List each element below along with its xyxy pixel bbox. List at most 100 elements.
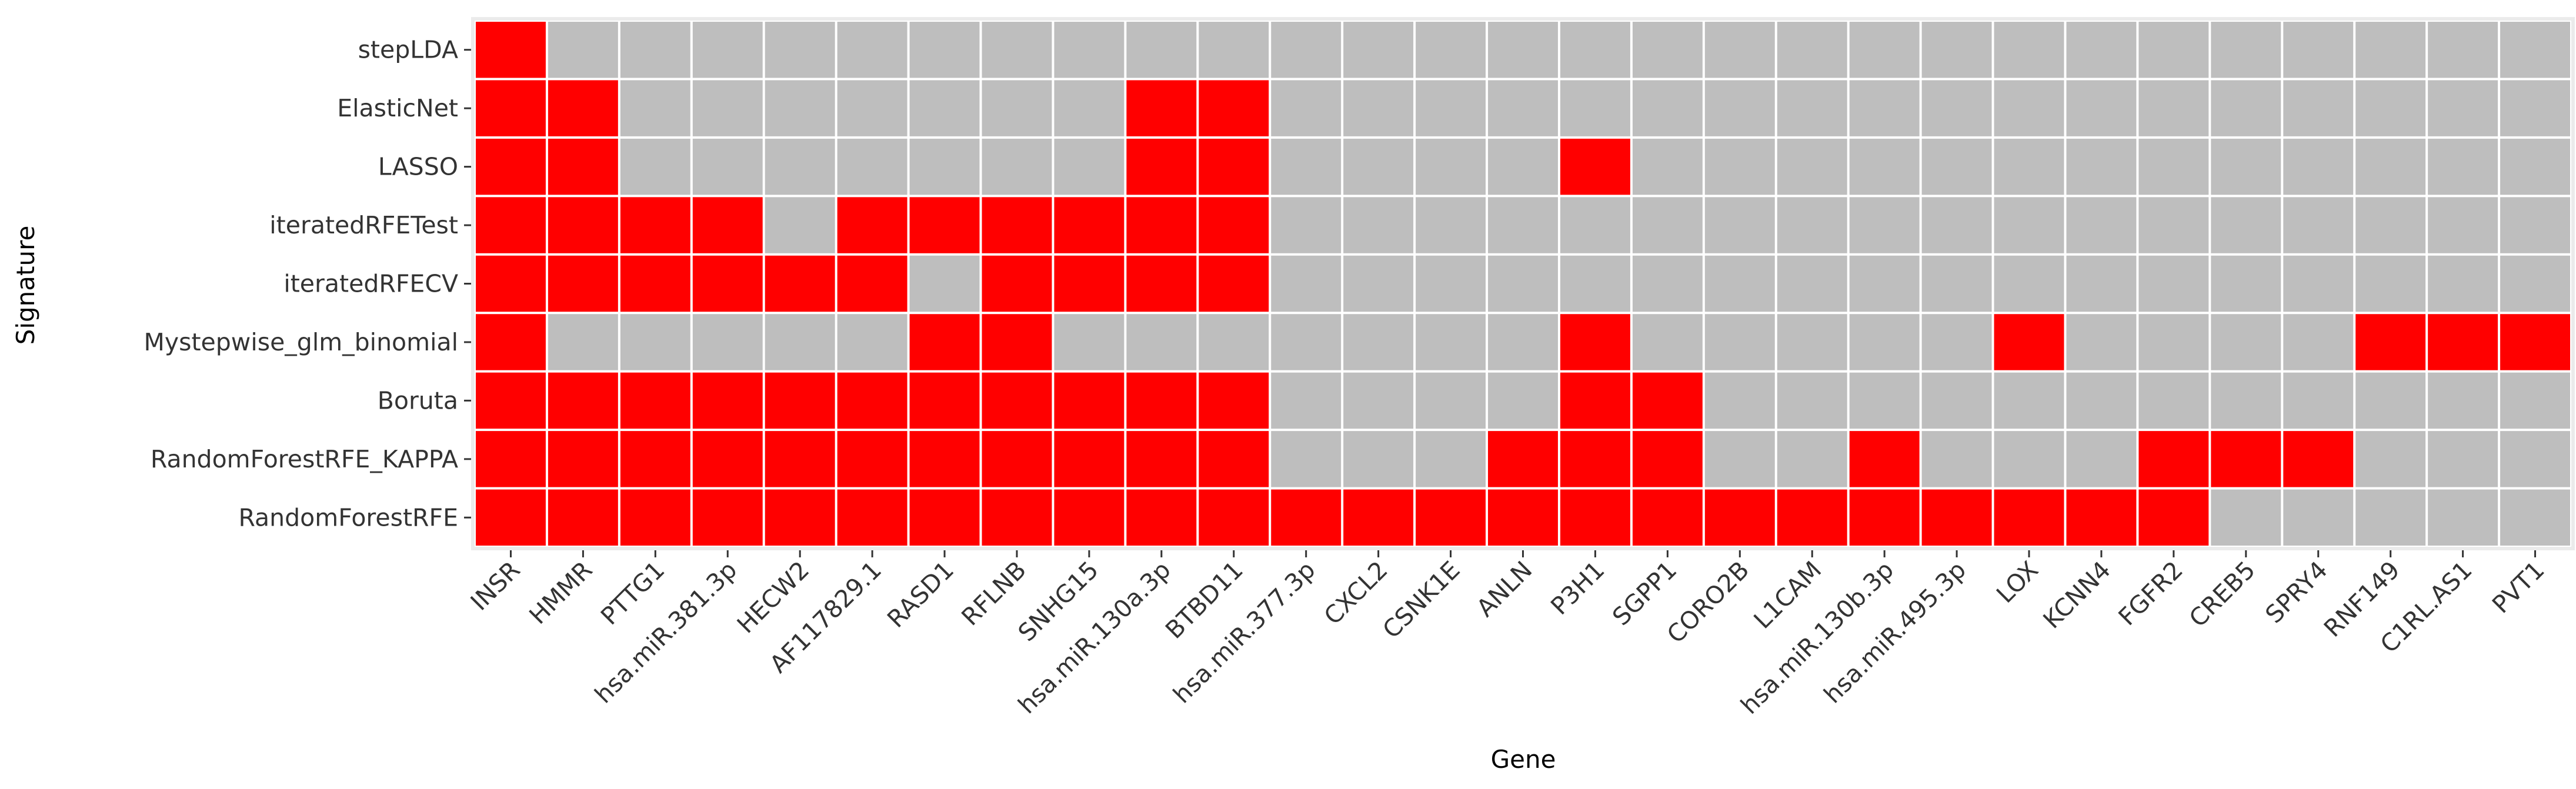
- heatmap-cell: [1560, 197, 1630, 253]
- heatmap-cell: [1271, 489, 1342, 546]
- heatmap-cell: [909, 22, 980, 78]
- heatmap-cell: [1921, 255, 1992, 312]
- heatmap-cell: [2283, 314, 2354, 370]
- heatmap-cell: [909, 80, 980, 136]
- heatmap-cell: [1704, 372, 1775, 429]
- heatmap-cell: [2500, 255, 2570, 312]
- heatmap-cell: [1271, 372, 1342, 429]
- heatmap-cell: [2500, 80, 2570, 136]
- heatmap-cell: [837, 22, 907, 78]
- heatmap-cell: [1921, 22, 1992, 78]
- heatmap-cell: [692, 489, 763, 546]
- heatmap-cell: [2211, 22, 2281, 78]
- heatmap-cell: [2211, 80, 2281, 136]
- heatmap-cell: [982, 372, 1052, 429]
- heatmap-cell: [1416, 22, 1486, 78]
- heatmap-cell: [620, 197, 690, 253]
- heatmap-cell: [1126, 22, 1197, 78]
- heatmap-cell: [2211, 372, 2281, 429]
- heatmap-cell: [1921, 431, 1992, 487]
- heatmap-cell: [1849, 372, 1920, 429]
- heatmap-cell: [1921, 489, 1992, 546]
- heatmap-cell: [909, 489, 980, 546]
- heatmap-cell: [2138, 372, 2209, 429]
- heatmap-cell: [2355, 255, 2426, 312]
- heatmap-cell: [2211, 489, 2281, 546]
- heatmap-cell: [1343, 372, 1414, 429]
- heatmap-cell: [909, 314, 980, 370]
- heatmap-cell: [1994, 372, 2064, 429]
- x-tick-label: SPRY4: [2260, 556, 2333, 628]
- heatmap-cell: [2066, 138, 2137, 195]
- heatmap-cell: [2283, 138, 2354, 195]
- heatmap-cell: [982, 255, 1052, 312]
- heatmap-cell: [1994, 80, 2064, 136]
- heatmap-cell: [548, 138, 618, 195]
- heatmap-cell: [620, 138, 690, 195]
- heatmap-cell: [837, 431, 907, 487]
- heatmap-cell: [2138, 431, 2209, 487]
- heatmap-cell: [1416, 431, 1486, 487]
- heatmap-cell: [1632, 372, 1703, 429]
- heatmap-cell: [1488, 80, 1558, 136]
- heatmap-cell: [1199, 138, 1269, 195]
- heatmap-cell: [1994, 431, 2064, 487]
- heatmap-cell: [1488, 197, 1558, 253]
- heatmap-cell: [1921, 372, 1992, 429]
- heatmap-cell: [2066, 197, 2137, 253]
- heatmap-cell: [1560, 80, 1630, 136]
- heatmap-cell: [1632, 197, 1703, 253]
- heatmap-cell: [1199, 22, 1269, 78]
- heatmap-cell: [1054, 197, 1125, 253]
- heatmap-cell: [1704, 22, 1775, 78]
- x-tick-label: CSNK1E: [1377, 556, 1466, 644]
- heatmap-cell: [1343, 80, 1414, 136]
- heatmap-cell: [837, 489, 907, 546]
- heatmap-cell: [765, 138, 835, 195]
- heatmap-cell: [1199, 431, 1269, 487]
- heatmap-cell: [1126, 138, 1197, 195]
- heatmap-cell: [1126, 431, 1197, 487]
- heatmap-cell: [1416, 138, 1486, 195]
- heatmap-cell: [1488, 138, 1558, 195]
- heatmap-cell: [2428, 489, 2498, 546]
- heatmap-cell: [2283, 372, 2354, 429]
- heatmap-cell: [837, 314, 907, 370]
- heatmap-cell: [1199, 197, 1269, 253]
- heatmap-cell: [2355, 431, 2426, 487]
- x-tick-label: INSR: [465, 556, 526, 616]
- heatmap-cell: [2428, 197, 2498, 253]
- x-tick-label: ANLN: [1471, 556, 1537, 622]
- heatmap-cell: [1126, 80, 1197, 136]
- heatmap-cell: [1704, 489, 1775, 546]
- heatmap-cell: [1054, 80, 1125, 136]
- heatmap-cell: [982, 431, 1052, 487]
- heatmap-cell: [909, 372, 980, 429]
- heatmap-cell: [1704, 255, 1775, 312]
- y-tick-label: stepLDA: [358, 36, 458, 64]
- heatmap-cell: [2355, 372, 2426, 429]
- heatmap-cell: [1994, 22, 2064, 78]
- heatmap-cell: [2211, 314, 2281, 370]
- heatmap-cell: [837, 197, 907, 253]
- heatmap-cell: [548, 431, 618, 487]
- heatmap-cell: [2138, 314, 2209, 370]
- heatmap-cell: [2428, 255, 2498, 312]
- heatmap-cell: [1054, 431, 1125, 487]
- heatmap-cell: [1849, 489, 1920, 546]
- heatmap-cell: [1343, 197, 1414, 253]
- heatmap-cell: [1560, 431, 1630, 487]
- heatmap-cell: [982, 197, 1052, 253]
- heatmap-cell: [1849, 22, 1920, 78]
- heatmap-cell: [2066, 314, 2137, 370]
- heatmap-cell: [2428, 431, 2498, 487]
- heatmap-cell: [1126, 489, 1197, 546]
- heatmap-cell: [2066, 372, 2137, 429]
- heatmap-cell: [1777, 197, 1847, 253]
- heatmap-cell: [1054, 22, 1125, 78]
- heatmap-cell: [1416, 80, 1486, 136]
- heatmap-cell: [837, 372, 907, 429]
- heatmap-cell: [2500, 431, 2570, 487]
- heatmap-cell: [1632, 431, 1703, 487]
- heatmap-cell: [2500, 372, 2570, 429]
